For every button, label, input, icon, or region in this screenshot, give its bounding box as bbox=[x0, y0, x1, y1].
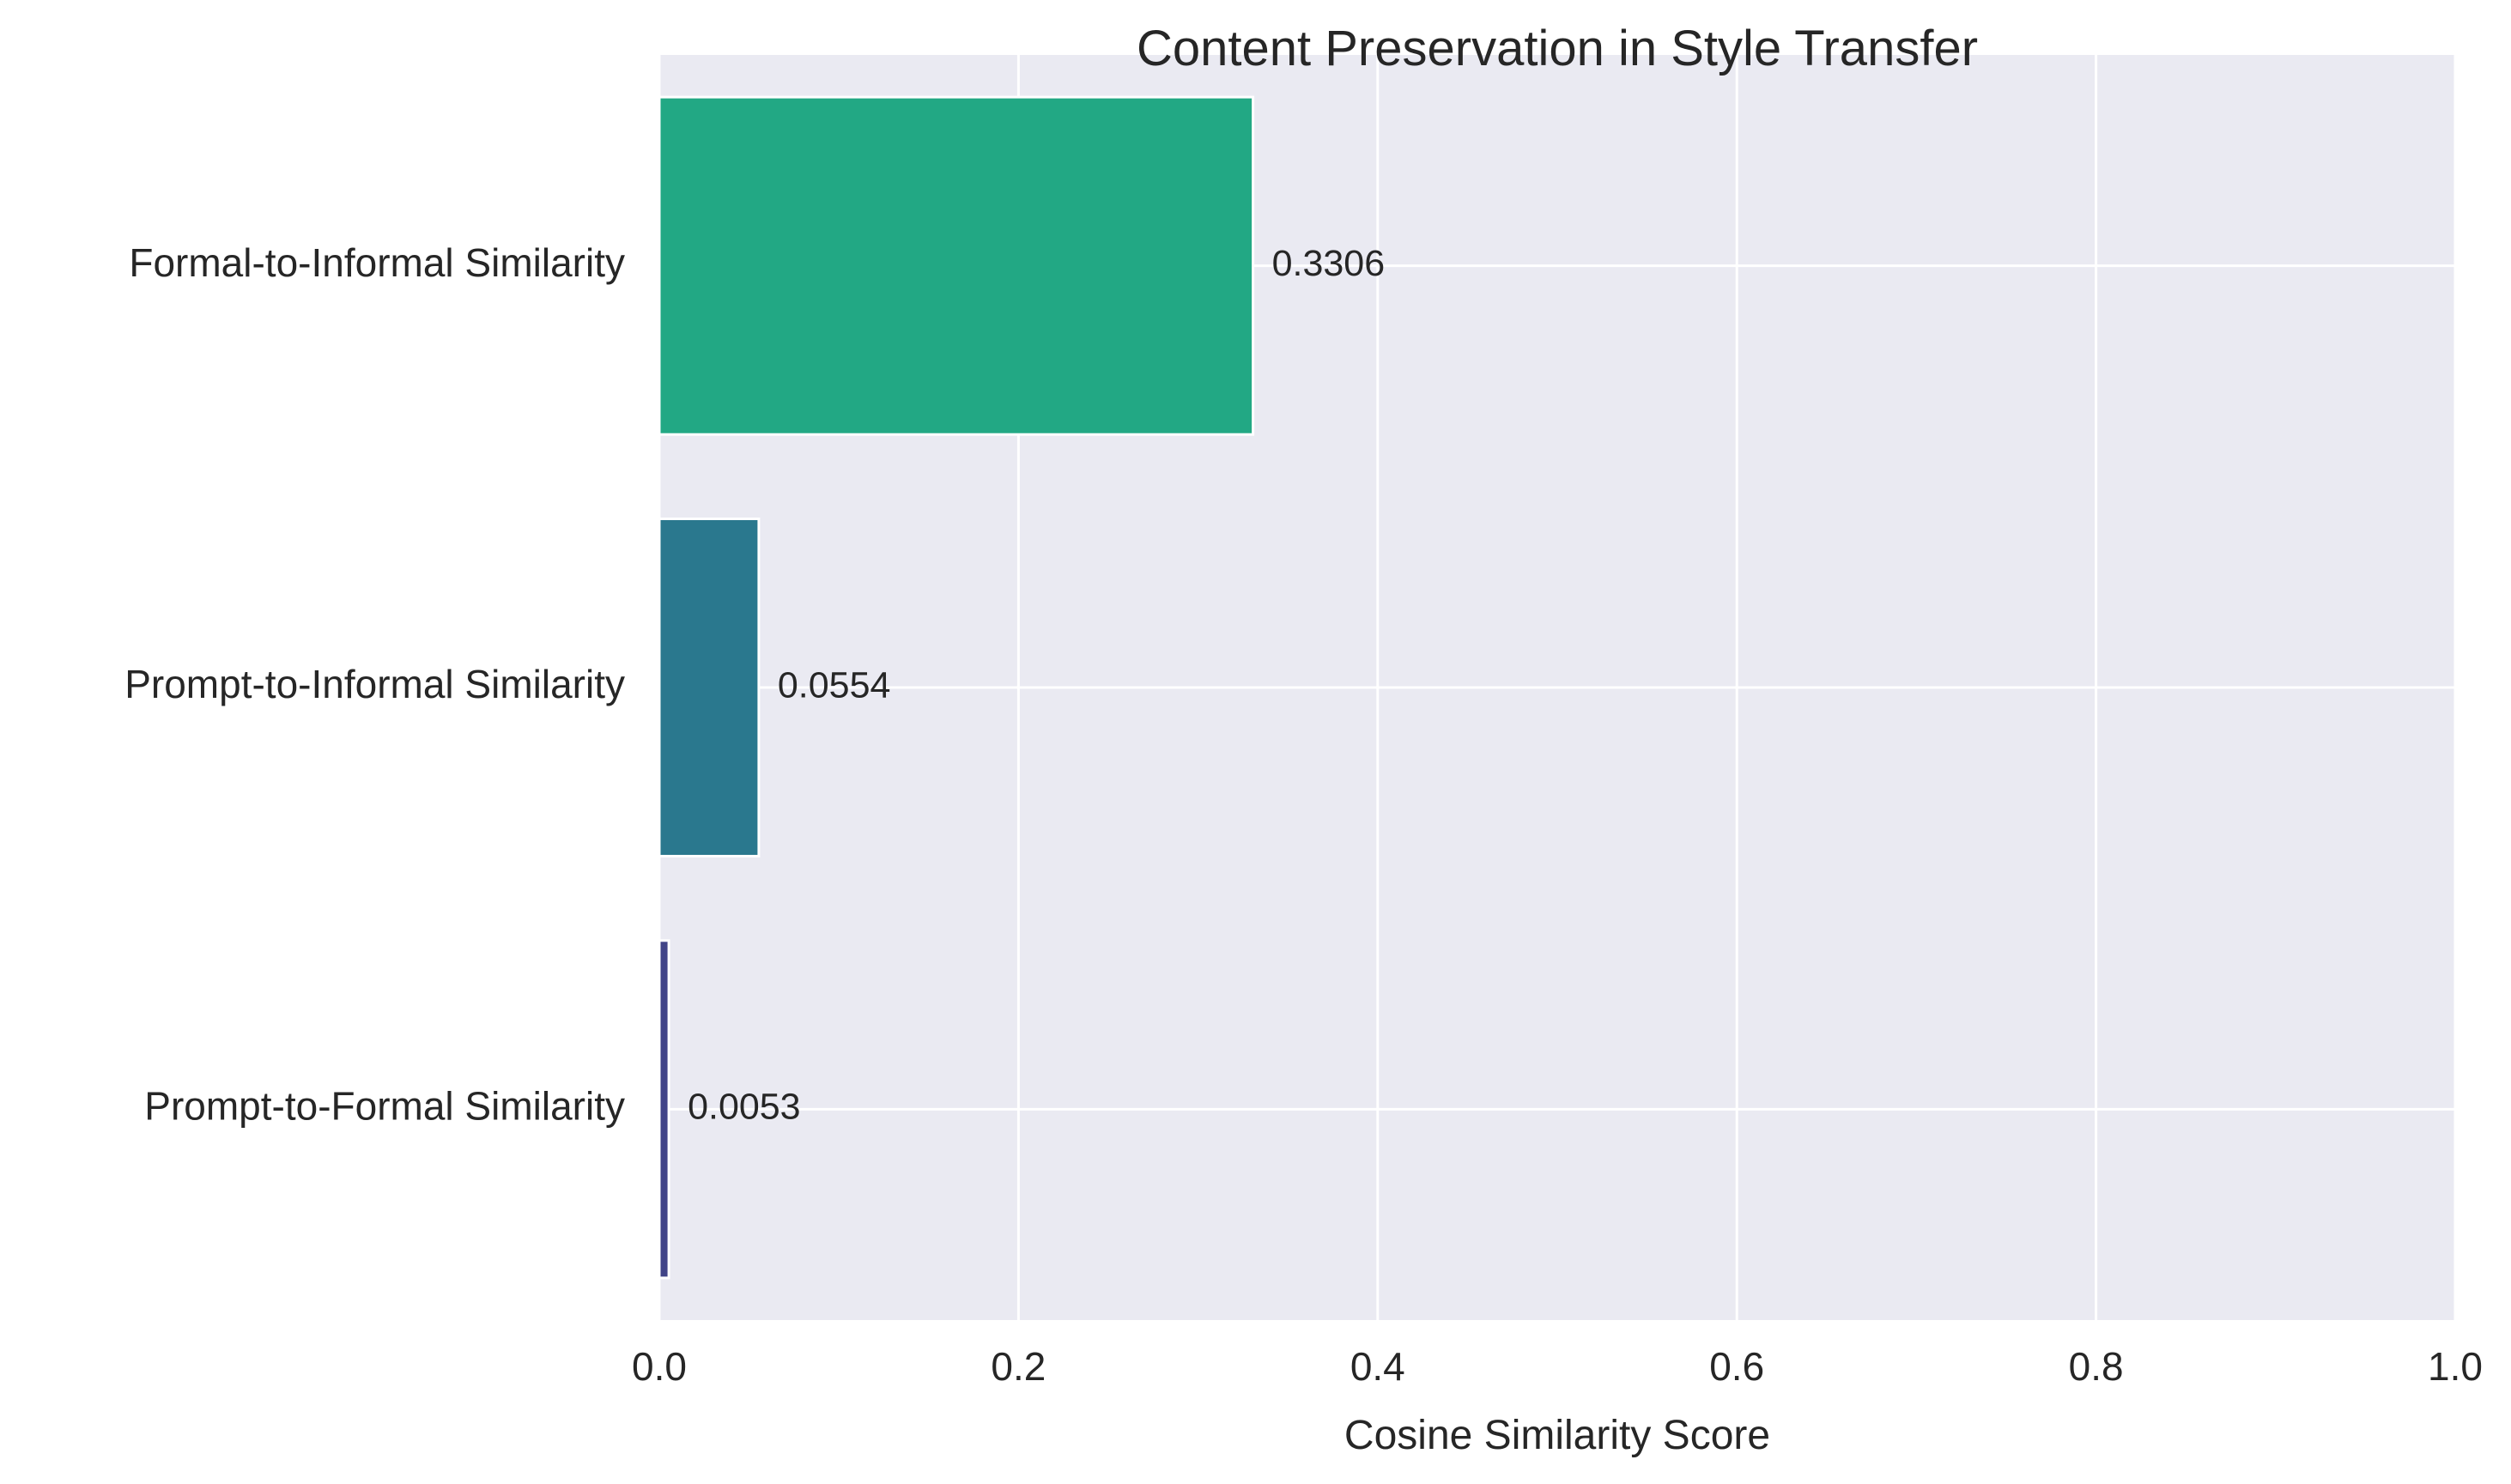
chart-title: Content Preservation in Style Transfer bbox=[1137, 21, 1978, 76]
x-tick-label: 0.0 bbox=[632, 1344, 687, 1389]
bar bbox=[658, 517, 761, 858]
x-tick-label: 1.0 bbox=[2428, 1344, 2483, 1389]
x-tick-label: 0.4 bbox=[1350, 1344, 1405, 1389]
data-labels: 0.0053 0.0554 0.3306 bbox=[688, 243, 1385, 1128]
bar bbox=[658, 939, 670, 1280]
x-tick-label: 0.6 bbox=[1709, 1344, 1764, 1389]
x-tick-labels: 0.0 0.2 0.4 0.6 0.8 1.0 bbox=[632, 1344, 2483, 1389]
y-tick-labels: Prompt-to-Formal Similarity Prompt-to-Inf… bbox=[124, 240, 625, 1129]
bar bbox=[658, 95, 1255, 436]
data-label: 0.0053 bbox=[688, 1087, 801, 1128]
x-tick-label: 0.2 bbox=[991, 1344, 1046, 1389]
bars bbox=[658, 95, 1255, 1280]
x-axis-label: Cosine Similarity Score bbox=[1344, 1413, 1770, 1458]
y-tick-label: Formal-to-Informal Similarity bbox=[129, 240, 625, 285]
x-tick-label: 0.8 bbox=[2069, 1344, 2124, 1389]
y-tick-label: Prompt-to-Formal Similarity bbox=[144, 1083, 625, 1128]
data-label: 0.3306 bbox=[1272, 243, 1386, 284]
y-tick-label: Prompt-to-Informal Similarity bbox=[124, 662, 625, 706]
data-label: 0.0554 bbox=[778, 664, 891, 706]
